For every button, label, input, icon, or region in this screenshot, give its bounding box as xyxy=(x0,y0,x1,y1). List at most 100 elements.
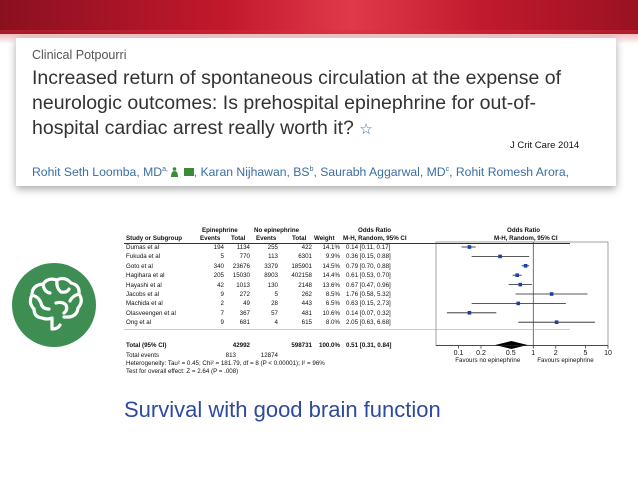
study-cell: 1.76 [0.58, 5.32] xyxy=(346,291,391,298)
study-name: Dumas et al xyxy=(126,244,160,251)
study-cell: 0.63 [0.15, 2.73] xyxy=(346,300,391,308)
column-header: M-H, Random, 95% CI xyxy=(343,235,407,242)
pooled-diamond xyxy=(495,341,528,349)
study-cell: 0.14 [0.11, 0.17] xyxy=(346,244,391,251)
total-cell: 598731 xyxy=(291,342,312,349)
point-estimate xyxy=(523,264,528,268)
x-tick-label: 10 xyxy=(604,349,612,357)
study-cell: 2148 xyxy=(298,281,312,289)
study-cell: 0.79 [0.70, 0.88] xyxy=(346,262,391,270)
author-separator: , xyxy=(313,165,317,179)
study-name: Olasveengen et al xyxy=(126,309,176,317)
study-cell: 340 xyxy=(213,262,224,270)
study-cell: 15030 xyxy=(232,272,250,280)
study-cell: 0.61 [0.53, 0.70] xyxy=(346,272,391,280)
point-estimate xyxy=(518,282,523,287)
heterogeneity-text: Heterogeneity: Tau² = 0.45; Chi² = 181.7… xyxy=(126,360,325,367)
study-cell: 42 xyxy=(217,281,224,289)
study-cell: 0.67 [0.47, 0.96] xyxy=(346,281,391,289)
point-estimate xyxy=(549,292,554,296)
study-cell: 205 xyxy=(213,272,224,280)
study-cell: 9 xyxy=(220,291,224,298)
author-name[interactable]: Karan Nijhawan, BS xyxy=(200,165,310,179)
study-cell: 770 xyxy=(239,253,250,261)
mail-icon[interactable] xyxy=(183,168,194,176)
study-cell: 8903 xyxy=(264,272,278,280)
total-events-cell: 813 xyxy=(225,352,236,359)
forest-plot: Epinephrine No epinephrine Odds Ratio Od… xyxy=(120,225,620,390)
author-separator: , xyxy=(193,165,198,179)
slide-caption: Survival with good brain function xyxy=(124,397,441,422)
person-icon[interactable] xyxy=(171,167,179,177)
article-title[interactable]: Increased return of spontaneous circulat… xyxy=(32,66,592,142)
study-cell: 14.1% xyxy=(322,244,340,251)
study-cell: 8.5% xyxy=(325,291,340,298)
study-cell: 3379 xyxy=(264,262,278,270)
author-list: Rohit Seth Loomba, MDa, , Karan Nijhawan… xyxy=(32,165,569,179)
column-header: Weight xyxy=(314,235,335,242)
study-cell: 194 xyxy=(213,244,224,251)
study-cell: 23676 xyxy=(232,262,250,270)
study-cell: 481 xyxy=(301,309,312,317)
x-tick-label: 0.5 xyxy=(505,349,516,357)
point-estimate xyxy=(516,301,521,306)
study-cell: 272 xyxy=(239,291,250,298)
overall-effect-text: Test for overall effect: Z = 2.64 (P = .… xyxy=(126,368,239,375)
study-cell: 5 xyxy=(220,253,224,261)
study-cell: 6.5% xyxy=(325,300,340,308)
forest-plot-svg xyxy=(124,241,609,349)
group-header: Odds Ratio xyxy=(358,227,392,234)
author-affiliation: b xyxy=(309,165,314,173)
author-name[interactable]: Rohit Romesh Arora, xyxy=(455,165,569,179)
study-cell: 262 xyxy=(301,291,312,298)
star-icon[interactable]: ☆ xyxy=(359,121,373,138)
study-cell: 8.0% xyxy=(325,319,340,327)
study-cell: 422 xyxy=(301,244,312,251)
study-cell: 0.14 [0.07, 0.32] xyxy=(346,309,391,317)
top-banner xyxy=(0,0,638,44)
study-name: Goto et al xyxy=(126,262,153,270)
study-cell: 6301 xyxy=(298,253,312,261)
column-header: Events xyxy=(256,235,277,242)
favours-right-label: Favours epinephrine xyxy=(537,356,594,364)
group-header: No epinephrine xyxy=(254,227,300,234)
study-cell: 1134 xyxy=(236,244,250,251)
total-cell: 0.51 [0.31, 0.84] xyxy=(346,342,392,349)
study-cell: 0.36 [0.15, 0.88] xyxy=(346,253,391,261)
x-tick-label: 5 xyxy=(583,349,588,357)
author-name[interactable]: Rohit Seth Loomba, MD xyxy=(32,165,163,179)
article-title-text: Increased return of spontaneous circulat… xyxy=(32,67,562,139)
study-cell: 367 xyxy=(239,309,250,317)
study-cell: 443 xyxy=(301,300,312,308)
study-name: Hayashi et al xyxy=(126,281,162,289)
point-estimate xyxy=(467,245,472,249)
article-kicker: Clinical Potpourri xyxy=(32,48,127,62)
total-cell: 42992 xyxy=(232,342,250,349)
study-cell: 4 xyxy=(274,319,278,327)
study-cell: 14.5% xyxy=(322,262,340,270)
study-name: Hagihara et al xyxy=(126,272,165,280)
point-estimate xyxy=(467,311,472,315)
x-tick-label: 0.1 xyxy=(453,349,464,357)
study-cell: 57 xyxy=(271,309,278,317)
article-header: Clinical Potpourri Increased return of s… xyxy=(16,38,616,186)
study-name: Ong et al xyxy=(126,319,152,327)
study-cell: 7 xyxy=(220,309,224,317)
column-header: Total xyxy=(292,235,307,242)
study-cell: 402158 xyxy=(291,272,312,280)
point-estimate xyxy=(554,320,559,324)
study-cell: 9 xyxy=(220,319,224,327)
study-cell: 681 xyxy=(239,319,250,327)
header-rule xyxy=(124,243,570,244)
study-cell: 113 xyxy=(268,253,278,261)
favours-left-label: Favours no epinephrine xyxy=(455,356,521,364)
study-cell: 10.6% xyxy=(322,309,340,317)
study-cell: 9.9% xyxy=(325,253,340,261)
total-events-cell: 12874 xyxy=(260,352,278,359)
study-name: Jacobs et al xyxy=(126,291,160,298)
point-estimate xyxy=(498,254,502,259)
author-name[interactable]: Saurabh Aggarwal, MD xyxy=(320,165,446,179)
total-cell: 100.0% xyxy=(319,342,340,349)
column-header: Study or Subgroup xyxy=(126,235,183,242)
journal-note: J Crit Care 2014 xyxy=(510,140,580,151)
